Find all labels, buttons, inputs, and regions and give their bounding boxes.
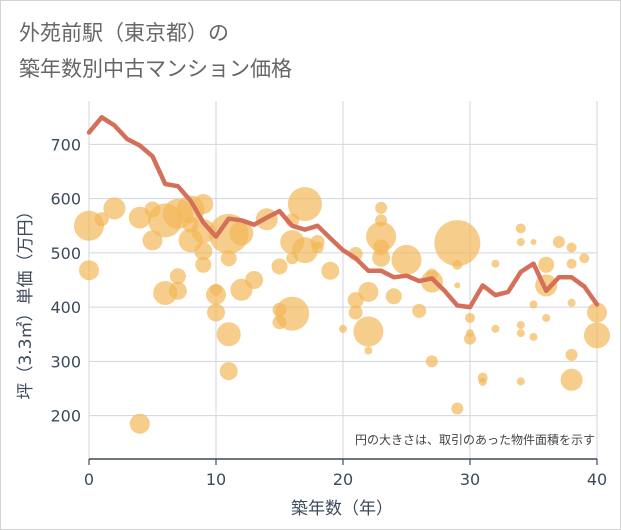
bubble-point-80 (538, 256, 555, 273)
x-tick-label-0: 0 (84, 470, 94, 489)
bubble-point-21 (207, 303, 225, 322)
bubble-point-34 (275, 296, 310, 331)
bubble-point-90 (587, 302, 607, 323)
y-tick-label-300: 300 (50, 352, 81, 371)
bubble-point-50 (366, 221, 397, 252)
grid-lines (88, 101, 598, 459)
y-axis-label: 坪（3.3㎡）単価（万円） (16, 202, 36, 399)
bubble-point-60 (425, 355, 438, 368)
bubble-point-72 (515, 223, 526, 234)
x-tick-label-20: 20 (333, 470, 353, 489)
x-tick-label-40: 40 (587, 470, 607, 489)
bubble-point-87 (560, 368, 583, 391)
bubble-point-86 (565, 348, 578, 361)
bubble-point-64 (454, 282, 461, 289)
bubble-point-53 (375, 201, 388, 214)
bubble-series (74, 187, 610, 434)
bubble-point-25 (216, 322, 241, 347)
bubble-point-52 (375, 214, 388, 227)
bubble-point-62 (452, 259, 463, 270)
bubble-point-29 (245, 271, 264, 289)
bubble-point-49 (364, 346, 373, 355)
bubble-point-42 (321, 261, 340, 280)
y-tick-label-700: 700 (50, 135, 81, 154)
y-tick-label-200: 200 (50, 407, 81, 426)
bubble-point-26 (219, 362, 238, 381)
chart-title: 外苑前駅（東京都）の 築年数別中古マンション価格 (19, 15, 292, 87)
bubble-point-88 (567, 298, 576, 307)
y-tick-label-400: 400 (50, 298, 81, 317)
bubble-point-71 (491, 324, 500, 333)
trend-line-series (86, 115, 600, 310)
bubble-point-31 (271, 258, 288, 275)
bubble-point-77 (530, 239, 537, 246)
bubble-point-19 (195, 256, 212, 273)
bubble-point-67 (466, 329, 474, 338)
bubble-point-16 (193, 194, 214, 215)
bubble-point-65 (465, 312, 475, 323)
x-tick-label-10: 10 (206, 470, 226, 489)
bubble-point-18 (194, 242, 213, 261)
x-tick-label-30: 30 (460, 470, 480, 489)
bubble-point-54 (373, 239, 390, 256)
bubble-point-91 (584, 322, 610, 349)
bubble-point-41 (311, 241, 324, 254)
bubble-point-11 (169, 268, 186, 285)
bubble-point-1 (79, 260, 99, 281)
chart-title-line2: 築年数別中古マンション価格 (19, 57, 292, 81)
chart-title-line1: 外苑前駅（東京都）の (19, 21, 229, 45)
bubble-point-76 (516, 377, 525, 386)
bubble-point-57 (412, 303, 427, 318)
bubble-point-45 (348, 305, 363, 320)
bubble-point-82 (542, 313, 551, 322)
bubble-point-55 (385, 288, 402, 305)
bubble-point-12 (168, 281, 187, 300)
bubble-point-84 (566, 242, 577, 253)
bubble-point-47 (358, 281, 379, 302)
bubble-point-79 (529, 332, 538, 341)
bubble-point-78 (529, 300, 538, 309)
bubble-point-27 (229, 221, 254, 246)
trend-line (86, 115, 600, 310)
bubble-point-24 (220, 250, 237, 267)
bubble-point-89 (579, 253, 590, 264)
bubble-point-38 (287, 187, 322, 222)
bubble-point-63 (451, 402, 464, 415)
bubble-point-43 (339, 324, 347, 333)
bubble-point-74 (516, 321, 525, 330)
y-tick-label-500: 500 (50, 244, 81, 263)
bubble-point-56 (391, 244, 422, 275)
bubble-point-73 (516, 238, 525, 247)
bubble-point-3 (103, 197, 126, 220)
bubble-point-69 (478, 377, 487, 386)
bubble-point-75 (516, 329, 525, 338)
x-axis-label: 築年数（年） (291, 499, 393, 519)
bubble-point-22 (210, 283, 222, 296)
y-tick-label-600: 600 (50, 190, 81, 209)
bubble-point-5 (129, 413, 150, 434)
bubble-point-85 (566, 258, 577, 269)
bubble-point-83 (552, 236, 565, 249)
bubble-point-48 (353, 316, 384, 347)
axes: 0 10 20 30 40 200 300 400 500 600 700 (50, 135, 607, 489)
bubble-point-2 (94, 212, 109, 227)
bubble-point-70 (491, 259, 500, 268)
bubble-size-note: 円の大きさは、取引のあった物件面積を示す (355, 432, 595, 447)
bubble-point-61 (434, 220, 481, 267)
